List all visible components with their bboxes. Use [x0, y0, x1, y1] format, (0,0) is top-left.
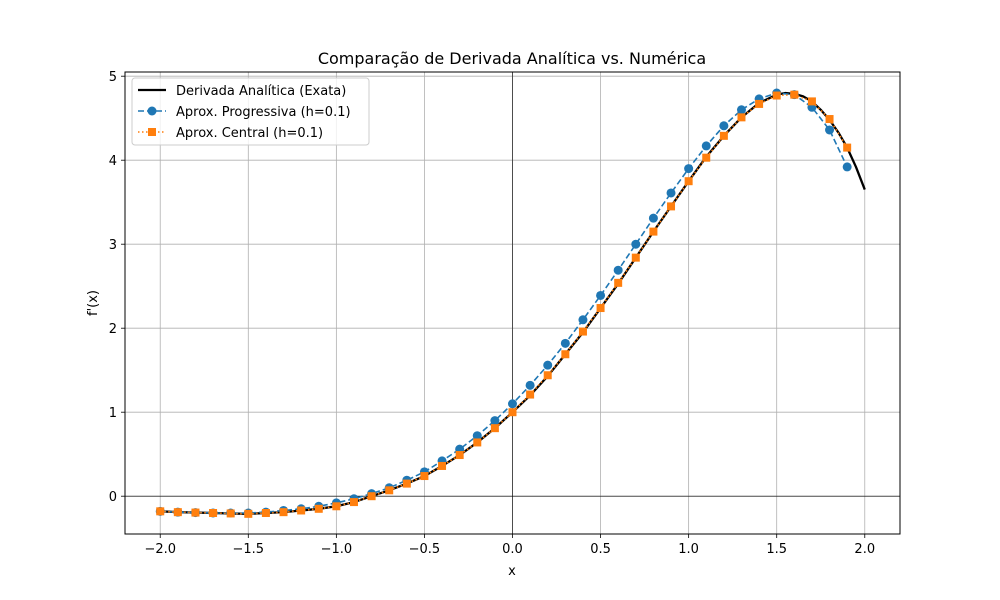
data-point-central	[173, 508, 182, 517]
x-tick-label: −2.0	[144, 542, 176, 557]
legend-entry-forward: Aprox. Progressiva (h=0.1)	[138, 105, 351, 120]
data-point-central	[578, 327, 587, 336]
y-tick-label: 4	[109, 154, 117, 169]
data-point-central	[438, 461, 447, 470]
legend-marker-central	[148, 128, 156, 136]
data-point-central	[596, 304, 605, 313]
data-point-forward	[613, 265, 623, 275]
data-point-forward	[525, 380, 535, 390]
data-point-forward	[596, 290, 606, 300]
chart-title: Comparação de Derivada Analítica vs. Num…	[318, 49, 706, 68]
data-point-forward	[560, 338, 570, 348]
data-point-central	[667, 202, 676, 211]
y-tick-label: 3	[109, 238, 117, 253]
data-point-central	[226, 509, 235, 518]
data-point-central	[543, 371, 552, 380]
data-point-central	[843, 143, 852, 152]
x-tick-label: −0.5	[409, 542, 441, 557]
series-line-central	[160, 93, 848, 515]
legend-entry-analytic: Derivada Analítica (Exata)	[138, 84, 346, 99]
data-point-central	[385, 486, 394, 495]
x-tick-label: −1.5	[233, 542, 265, 557]
data-point-central	[614, 278, 623, 287]
data-point-central	[526, 390, 535, 399]
data-point-forward	[719, 121, 729, 131]
y-ticks: 0 1 2 3 4 5	[109, 70, 125, 505]
data-point-forward	[842, 162, 852, 172]
data-point-central	[490, 424, 499, 433]
data-point-forward	[578, 315, 588, 325]
zero-lines	[125, 72, 900, 534]
data-point-central	[191, 508, 200, 517]
x-axis-label: x	[508, 564, 516, 579]
data-point-central	[420, 472, 429, 481]
y-axis-label: f'(x)	[86, 290, 101, 316]
data-point-central	[455, 451, 464, 460]
data-point-central	[702, 153, 711, 162]
data-point-forward	[543, 360, 553, 370]
y-tick-label: 0	[109, 490, 117, 505]
x-tick-label: 1.0	[678, 542, 699, 557]
data-point-central	[737, 113, 746, 122]
y-tick-label: 1	[109, 406, 117, 421]
data-point-central	[473, 438, 482, 447]
series-line-forward	[160, 92, 848, 514]
x-tick-label: −1.0	[321, 542, 353, 557]
data-point-forward	[666, 188, 676, 198]
data-point-forward	[825, 125, 835, 135]
data-point-central	[790, 90, 799, 99]
data-point-central	[508, 408, 517, 417]
data-point-central	[649, 227, 658, 236]
data-point-central	[279, 508, 288, 517]
data-point-central	[684, 177, 693, 186]
data-point-central	[349, 498, 358, 507]
data-point-central	[367, 492, 376, 501]
data-point-central	[561, 350, 570, 359]
legend-marker-forward	[147, 106, 157, 116]
data-point-central	[261, 509, 270, 517]
data-point-forward	[472, 431, 482, 441]
data-point-forward	[684, 164, 694, 174]
data-point-central	[332, 502, 341, 511]
data-point-forward	[736, 105, 746, 115]
legend-label-analytic: Derivada Analítica (Exata)	[176, 84, 346, 99]
data-point-forward	[648, 213, 658, 223]
y-tick-label: 5	[109, 70, 117, 85]
data-point-forward	[508, 399, 517, 409]
x-tick-label: 2.0	[854, 542, 875, 557]
data-point-forward	[701, 141, 711, 151]
data-point-central	[209, 509, 218, 517]
data-point-central	[825, 115, 834, 124]
legend: Derivada Analítica (Exata) Aprox. Progre…	[131, 77, 370, 146]
data-point-central	[244, 509, 253, 518]
y-tick-label: 2	[109, 322, 117, 337]
x-tick-label: 0.5	[590, 542, 611, 557]
data-point-forward	[631, 239, 641, 249]
data-point-central	[297, 506, 306, 515]
data-point-central	[772, 91, 781, 100]
legend-entry-central: Aprox. Central (h=0.1)	[138, 126, 323, 141]
data-point-central	[402, 479, 411, 488]
x-ticks: −2.0 −1.5 −1.0 −0.5 0.0 0.5 1.0 1.5 2.0	[144, 534, 875, 557]
legend-label-central: Aprox. Central (h=0.1)	[176, 126, 323, 141]
x-tick-label: 0.0	[502, 542, 523, 557]
data-point-forward	[490, 416, 500, 426]
data-point-central	[631, 253, 640, 262]
data-point-central	[314, 504, 323, 513]
data-point-central	[719, 131, 728, 140]
series-layer	[155, 88, 866, 518]
legend-box	[131, 77, 370, 146]
x-tick-label: 1.5	[766, 542, 787, 557]
data-point-central	[156, 507, 165, 516]
data-point-central	[807, 97, 816, 106]
data-point-central	[755, 99, 764, 108]
legend-label-forward: Aprox. Progressiva (h=0.1)	[176, 105, 351, 120]
